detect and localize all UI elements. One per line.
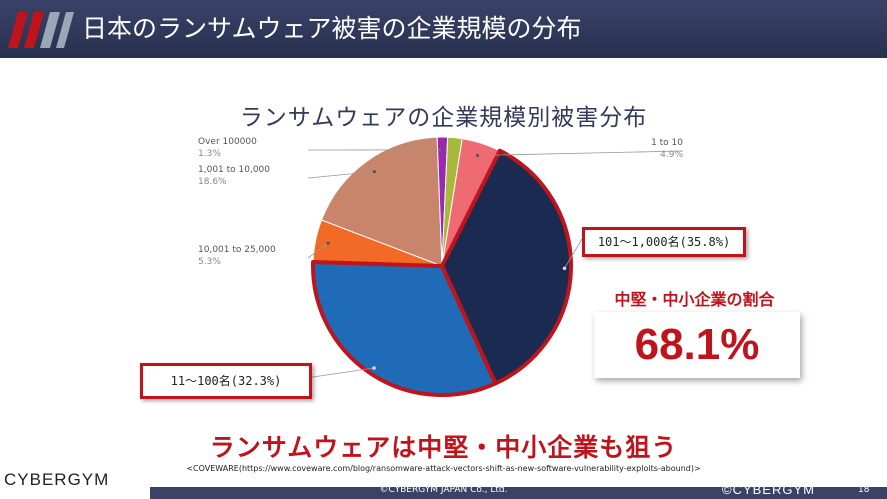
- leader-line: [477, 150, 684, 156]
- slice-label: 1 to 10: [651, 138, 683, 148]
- callout-mid-size: 101～1,000名(35.8%): [582, 227, 746, 257]
- callout-leader-line: [305, 367, 375, 379]
- leader-dot: [440, 148, 444, 152]
- share-label: 中堅・中小企業の割合: [614, 290, 775, 309]
- page-number: 18: [858, 485, 870, 495]
- leader-dot: [326, 241, 330, 245]
- pie-slice: [320, 136, 443, 267]
- logo-stripes-icon: [8, 12, 74, 48]
- slice-label: 1,001 to 10,000: [198, 165, 270, 175]
- callout-leader-dot: [372, 366, 376, 370]
- brand-logo: CYBERGYM: [4, 470, 110, 489]
- chart-title: ランサムウェアの企業規模別被害分布: [239, 105, 648, 131]
- pie-slice: [441, 136, 463, 267]
- leader-dot: [372, 170, 376, 174]
- footer-copyright: ©CYBERGYM JAPAN Co., Ltd.: [379, 485, 508, 495]
- slice-highlight: [311, 259, 498, 397]
- slice-percent-label: 18.6%: [198, 177, 227, 187]
- slice-highlight: [440, 148, 573, 386]
- header-bar: 日本のランサムウェア被害の企業規模の分布: [0, 0, 887, 58]
- source-citation: <COVEWARE(https://www.coveware.com/blog/…: [186, 464, 701, 473]
- slice-percent-label: 1.3%: [198, 149, 221, 159]
- leader-line: [307, 242, 329, 259]
- slice-percent-label: 5.3%: [198, 257, 221, 267]
- slice-label: 10,001 to 25,000: [198, 245, 276, 255]
- slice-percent-label: 4.9%: [660, 150, 683, 160]
- footer-brand: ©CYBERGYM: [722, 482, 815, 497]
- footer-bar: [150, 487, 887, 499]
- leader-dot: [475, 153, 480, 158]
- share-value: 68.1%: [594, 312, 800, 378]
- slice-label: Over 100000: [198, 137, 257, 147]
- leader-line: [307, 171, 375, 179]
- callout-small-size: 11～100名(32.3%): [140, 363, 312, 399]
- callout-leader-dot: [562, 266, 567, 271]
- slide-title: 日本のランサムウェア被害の企業規模の分布: [82, 14, 582, 43]
- callout-leader-line: [564, 238, 583, 269]
- tagline: ランサムウェアは中堅・中小企業も狙う: [209, 433, 678, 462]
